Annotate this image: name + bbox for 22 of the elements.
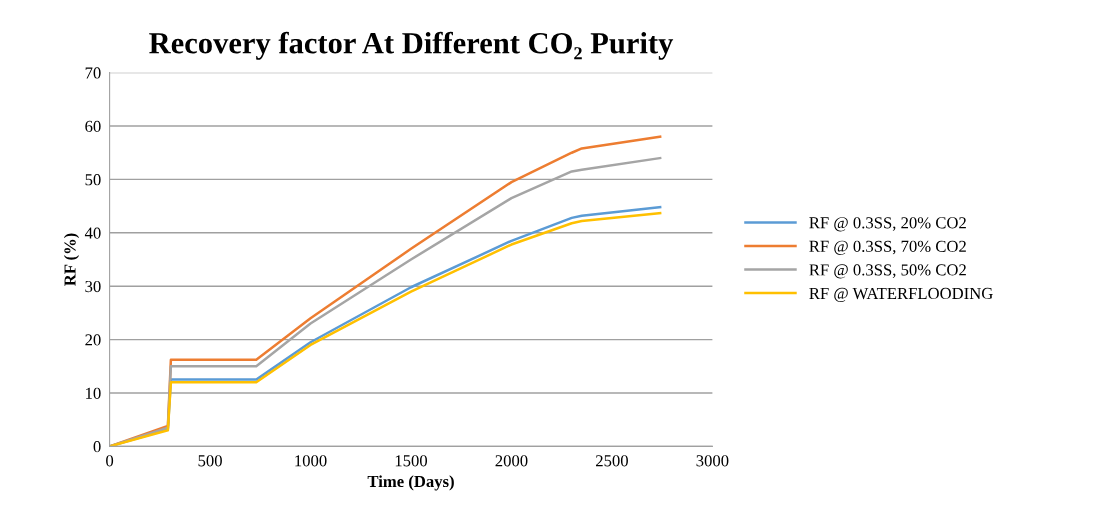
y-axis-title: RF (%) xyxy=(63,233,80,286)
chart-title: Recovery factor At Different CO₂ Purity xyxy=(149,31,674,60)
y-tick-label: 60 xyxy=(85,120,101,132)
x-axis-title: Time (Days) xyxy=(367,475,454,491)
legend-label: RF @ WATERFLOODING xyxy=(809,287,993,303)
legend-label: RF @ 0.3SS, 70% CO2 xyxy=(809,240,966,255)
y-tick-label: 0 xyxy=(93,441,101,453)
x-tick-label: 2500 xyxy=(596,455,628,467)
x-tick-label: 500 xyxy=(198,455,222,467)
x-tick-label: 3000 xyxy=(696,455,729,467)
y-tick-label: 10 xyxy=(86,387,101,399)
y-tick-label: 40 xyxy=(84,227,101,239)
x-tick-label: 1500 xyxy=(395,455,428,467)
x-tick-label: 2000 xyxy=(495,455,528,467)
y-tick-label: 50 xyxy=(85,174,101,186)
x-tick-label: 1000 xyxy=(295,455,327,467)
legend-label: RF @ 0.3SS, 50% CO2 xyxy=(809,264,966,279)
legend-label: RF @ 0.3SS, 20% CO2 xyxy=(809,217,966,232)
y-tick-label: 70 xyxy=(85,67,101,79)
x-tick-label: 0 xyxy=(106,455,114,467)
y-tick-label: 30 xyxy=(85,280,101,293)
y-tick-label: 20 xyxy=(85,334,101,346)
